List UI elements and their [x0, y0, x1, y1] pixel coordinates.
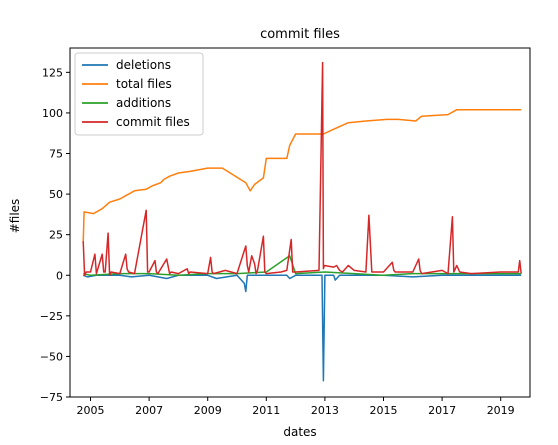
series-line-total-files	[82, 108, 522, 243]
y-axis: −75 −50 −25 0 25 50 75 100 125	[40, 66, 70, 404]
legend-label: commit files	[116, 115, 190, 129]
y-axis-label: #files	[8, 199, 22, 234]
x-tick-label: 2017	[428, 404, 456, 417]
y-tick-label: −25	[40, 310, 63, 323]
y-tick-label: 0	[56, 269, 63, 282]
x-axis: 2005 2007 2009 2011 2013 2015 2017 2019	[77, 397, 515, 417]
chart-title: commit files	[260, 27, 340, 42]
y-tick-label: 50	[49, 188, 63, 201]
y-tick-label: 75	[49, 148, 63, 161]
legend-label: total files	[116, 77, 172, 91]
legend: deletions total files additions commit file…	[74, 52, 204, 136]
y-tick-label: −75	[40, 391, 63, 404]
series-line-commit-files	[82, 61, 522, 277]
x-tick-label: 2019	[487, 404, 515, 417]
x-tick-label: 2011	[252, 404, 280, 417]
x-tick-label: 2015	[370, 404, 398, 417]
x-tick-label: 2013	[311, 404, 339, 417]
plot-frame	[69, 47, 531, 398]
y-tick-label: 100	[42, 107, 63, 120]
y-tick-label: 125	[42, 66, 63, 79]
x-axis-label: dates	[283, 425, 316, 439]
legend-box	[74, 52, 204, 136]
x-tick-label: 2007	[135, 404, 163, 417]
y-tick-label: −50	[40, 350, 63, 363]
series-layer	[82, 61, 522, 382]
legend-label: deletions	[116, 58, 171, 72]
x-tick-label: 2005	[77, 404, 105, 417]
y-tick-label: 25	[49, 229, 63, 242]
x-tick-label: 2009	[194, 404, 222, 417]
series-line-deletions	[82, 274, 522, 382]
legend-label: additions	[116, 96, 171, 110]
